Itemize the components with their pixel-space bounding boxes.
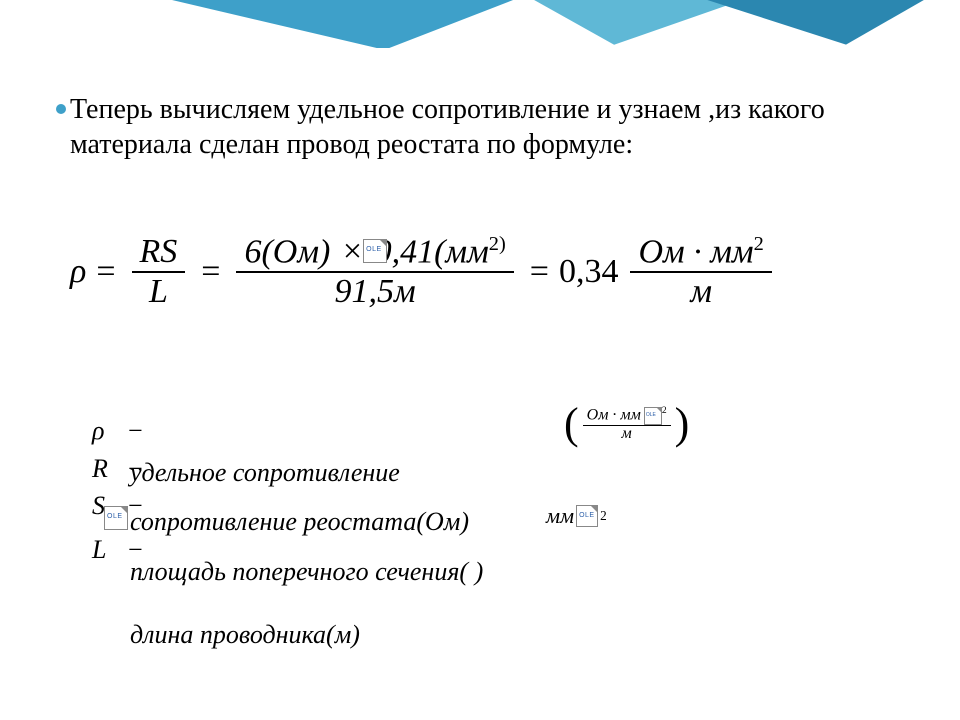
def-l-text: длина проводника(м)	[130, 610, 483, 659]
sym-rho: ρ	[92, 412, 122, 450]
result-unit-fraction: Ом · мм2 м	[630, 232, 771, 311]
ole-placeholder-icon	[576, 505, 598, 527]
rho-unit-parenthetical: ( Ом · мм2 м )	[564, 404, 689, 444]
equals-2: =	[201, 255, 220, 289]
def-s-text: площадь поперечного сечения( )	[130, 547, 483, 596]
equals-1: =	[96, 255, 115, 289]
formula-lhs: ρ	[70, 255, 86, 289]
main-formula: ρ = RS L = 6(Ом) × 0,41(мм2) 91,5м	[70, 232, 890, 342]
result-unit-den: м	[682, 273, 720, 311]
fraction-numeric: 6(Ом) × 0,41(мм2) 91,5м	[236, 232, 513, 311]
s-unit-mm2: мм 2	[546, 503, 607, 529]
bullet-icon	[56, 104, 66, 114]
ole-placeholder-icon	[644, 407, 662, 425]
decorative-ribbon	[0, 0, 960, 48]
def-r-text: сопротивление реостата(Ом)	[130, 497, 483, 546]
rho-unit-den: м	[618, 426, 636, 442]
intro-paragraph: Теперь вычисляем удельное сопротивление …	[70, 92, 890, 162]
sym-l: L	[92, 531, 122, 569]
frac2-den: 91,5м	[327, 273, 424, 311]
intro-text: Теперь вычисляем удельное сопротивление …	[70, 94, 825, 160]
slide: Теперь вычисляем удельное сопротивление …	[0, 0, 960, 720]
definitions-texts: удельное сопротивление сопротивление рео…	[130, 448, 483, 660]
equals-3: =	[530, 255, 549, 289]
ole-placeholder-icon	[104, 506, 128, 530]
def-rho-text: удельное сопротивление	[130, 448, 483, 497]
result-value: 0,34	[559, 255, 619, 289]
result-unit-num: Ом · мм2	[630, 232, 771, 271]
fraction-rs-l: RS L	[132, 233, 186, 311]
rho-unit-num: Ом · мм2	[583, 406, 671, 425]
ole-placeholder-icon	[363, 239, 387, 263]
frac1-den: L	[141, 273, 176, 311]
sym-r: R	[92, 450, 122, 488]
frac1-num: RS	[132, 233, 186, 271]
